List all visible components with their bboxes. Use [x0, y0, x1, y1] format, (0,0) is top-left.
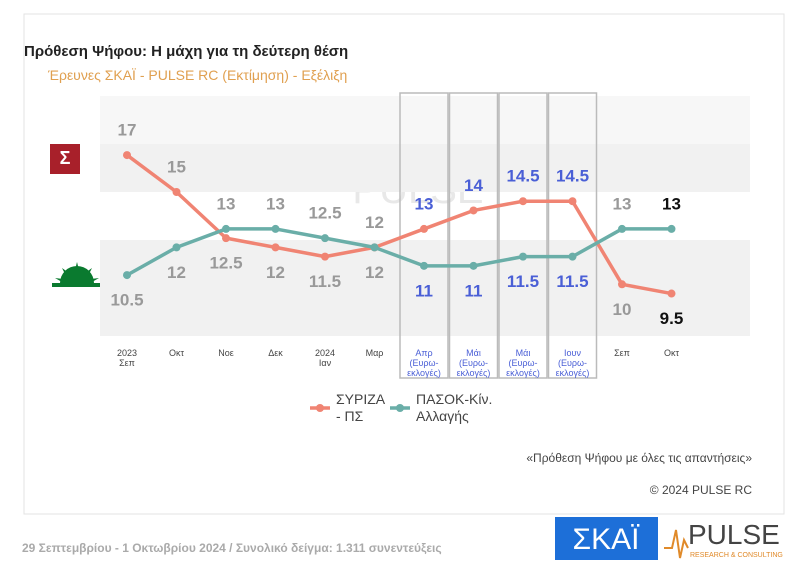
point: [667, 224, 676, 233]
x-tick-label: Ιουν (Ευρω- εκλογές): [555, 348, 590, 378]
data-label: 10: [613, 300, 632, 319]
pulse-logo-mark: [664, 529, 689, 559]
legend-label: ΠΑΣΟΚ-Κίν. Αλλαγής: [416, 391, 493, 424]
data-label: 11.5: [309, 272, 341, 291]
point: [420, 261, 428, 270]
x-tick-label: Νοε: [218, 348, 234, 358]
skai-logo-text: ΣΚΑΪ: [573, 523, 641, 556]
point: [469, 206, 478, 215]
point: [123, 151, 131, 160]
point: [321, 252, 329, 261]
pulse-logo-text: PULSE: [688, 519, 780, 550]
data-label: 12: [365, 263, 384, 282]
data-label: 14: [464, 176, 483, 195]
band: [100, 144, 750, 192]
band: [100, 96, 750, 144]
chart-subtitle: Έρευνες ΣΚΑΪ - PULSE RC (Εκτίμηση) - Εξέ…: [47, 67, 347, 83]
data-label: 13: [613, 194, 632, 213]
highlight-box: [498, 92, 548, 379]
legend-dot: [316, 404, 324, 412]
data-label: 12: [266, 263, 285, 282]
point: [469, 261, 478, 270]
pasok-logo: [52, 262, 102, 287]
point: [618, 224, 626, 233]
data-label: 13: [266, 194, 285, 213]
point: [222, 224, 230, 233]
point: [519, 197, 527, 206]
point: [667, 289, 676, 298]
data-label: 12: [365, 213, 384, 232]
band: [100, 288, 750, 336]
point: [271, 224, 280, 233]
pulse-logo-sub: RESEARCH & CONSULTING: [690, 552, 783, 559]
data-label: 12: [167, 263, 186, 282]
data-label: 13: [415, 194, 434, 213]
point: [568, 252, 577, 261]
data-label: 14.5: [506, 167, 539, 186]
highlight-box: [547, 92, 598, 379]
x-tick-label: Οκτ: [663, 348, 680, 358]
point: [271, 243, 280, 252]
data-label: 11: [415, 281, 433, 300]
syriza-logo: [50, 144, 80, 174]
point: [123, 271, 131, 280]
data-label: 17: [118, 121, 137, 140]
point: [420, 224, 428, 233]
point: [172, 243, 181, 252]
point: [568, 197, 577, 206]
data-label: 11.5: [507, 272, 539, 291]
x-tick-label: Δεκ: [268, 348, 283, 358]
data-label: 9.5: [660, 309, 684, 328]
x-tick-label: Απρ (Ευρω- εκλογές): [407, 348, 441, 378]
chart-title: Πρόθεση Ψήφου: Η μάχη για τη δεύτερη θέσ…: [24, 43, 348, 60]
legend-label: ΣΥΡΙΖΑ - ΠΣ: [336, 391, 386, 424]
x-tick-label: 2023 Σεπ: [116, 348, 138, 368]
legend-dot: [396, 404, 404, 412]
data-label: 12.5: [308, 204, 341, 223]
data-label: 13: [217, 194, 236, 213]
point: [618, 280, 626, 289]
x-tick-label: Οκτ: [168, 348, 185, 358]
data-label: 13: [662, 194, 681, 213]
point: [370, 243, 379, 252]
data-label: 11: [465, 281, 483, 300]
x-tick-label: 2024 Ιαν: [314, 348, 336, 368]
copyright: © 2024 PULSE RC: [650, 483, 753, 497]
highlight-box: [448, 92, 499, 379]
point: [222, 234, 230, 243]
series-line: [126, 227, 672, 277]
x-tick-label: Μαρ: [365, 348, 384, 358]
data-label: 12.5: [209, 254, 242, 273]
highlight-box: [399, 92, 449, 379]
x-tick-label: Μάι (Ευρω- εκλογές): [456, 348, 491, 378]
point: [321, 234, 329, 243]
point: [519, 252, 527, 261]
x-tick-label: Μάι (Ευρω- εκλογές): [506, 348, 540, 378]
skai-logo: [555, 517, 658, 560]
data-label: 10.5: [110, 291, 143, 310]
data-label: 15: [167, 157, 186, 176]
point: [172, 188, 181, 196]
x-tick-label: Σεπ: [614, 348, 630, 358]
note: «Πρόθεση Ψήφου με όλες τις απαντήσεις»: [526, 451, 752, 465]
data-label: 14.5: [556, 167, 589, 186]
footer: 29 Σεπτεμβρίου - 1 Οκτωβρίου 2024 / Συνο…: [22, 541, 442, 555]
syriza-logo-mark: Σ: [60, 148, 71, 168]
data-label: 11.5: [556, 272, 588, 291]
